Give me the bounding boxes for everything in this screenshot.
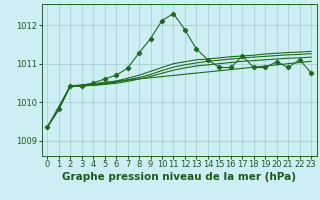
X-axis label: Graphe pression niveau de la mer (hPa): Graphe pression niveau de la mer (hPa): [62, 172, 296, 182]
